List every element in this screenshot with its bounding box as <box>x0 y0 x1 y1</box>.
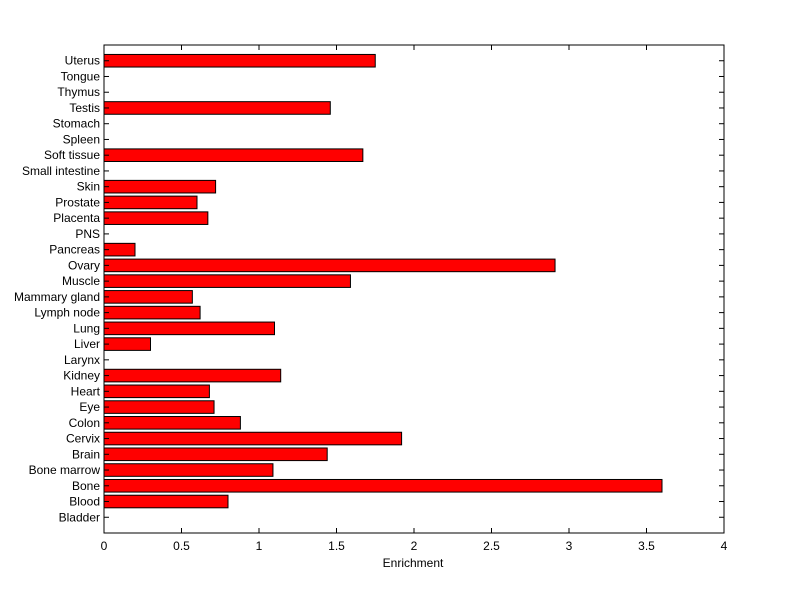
y-tick-label: Larynx <box>64 353 100 367</box>
x-tick-label: 3.5 <box>638 539 655 553</box>
y-tick-label: Lung <box>73 321 100 335</box>
bar-kidney <box>103 368 282 383</box>
bar-bone <box>103 478 663 493</box>
y-tick-label: Bone marrow <box>29 463 101 477</box>
x-tick-label: 0.5 <box>173 539 190 553</box>
y-tick-label: Testis <box>69 101 100 115</box>
x-tick-label: 1 <box>256 539 263 553</box>
x-tick-label: 1.5 <box>328 539 345 553</box>
x-tick-label: 2 <box>411 539 418 553</box>
y-tick-label: Heart <box>71 384 101 398</box>
x-tick-label: 0 <box>101 539 108 553</box>
y-tick-label: Ovary <box>68 258 100 272</box>
y-tick-label: Prostate <box>55 195 100 209</box>
bar-prostate <box>103 195 198 210</box>
bar-lung <box>103 321 275 336</box>
bar-soft-tissue <box>103 148 364 162</box>
x-axis-label: Enrichment <box>383 556 444 570</box>
bar-mammary-gland <box>103 290 193 304</box>
y-tick-label: Kidney <box>63 369 100 383</box>
y-tick-label: Tongue <box>61 69 101 83</box>
y-tick-label: Brain <box>72 447 100 461</box>
y-tick-label: Mammary gland <box>14 290 100 304</box>
y-tick-label: Uterus <box>65 54 100 68</box>
bar-skin <box>103 179 217 194</box>
y-tick-label: PNS <box>75 227 100 241</box>
y-tick-label: Placenta <box>53 211 100 225</box>
bar-lymph-node <box>103 305 201 320</box>
bar-ovary <box>103 258 556 273</box>
bar-testis <box>103 101 331 115</box>
bar-uterus <box>103 53 376 68</box>
y-tick-label: Soft tissue <box>44 148 100 162</box>
y-tick-label: Colon <box>69 416 100 430</box>
y-tick-label: Stomach <box>53 117 100 131</box>
y-tick-label: Thymus <box>57 85 100 99</box>
y-tick-label: Bone <box>72 479 100 493</box>
bar-placenta <box>103 211 209 225</box>
plot-frame <box>103 44 725 534</box>
x-tick-label: 3 <box>566 539 573 553</box>
x-ticks-group: 0 0.5 1 1.5 2 2.5 3 3.5 4 <box>101 45 728 553</box>
bar-colon <box>103 416 241 430</box>
y-tick-label: Pancreas <box>49 243 100 257</box>
y-tick-label: Lymph node <box>34 306 100 320</box>
x-tick-label: 2.5 <box>483 539 500 553</box>
y-tick-label: Muscle <box>62 274 100 288</box>
y-tick-label: Small intestine <box>22 164 100 178</box>
bar-cervix <box>103 431 403 446</box>
bar-blood <box>103 494 229 509</box>
y-tick-label: Eye <box>79 400 100 414</box>
x-tick-label: 4 <box>721 539 728 553</box>
bar-liver <box>103 337 151 351</box>
bar-bone-marrow <box>103 463 274 477</box>
bar-eye <box>103 400 215 414</box>
bar-brain <box>103 447 328 462</box>
y-tick-label: Liver <box>74 337 100 351</box>
y-tick-label: Skin <box>77 180 100 194</box>
y-tick-label: Cervix <box>66 432 100 446</box>
bar-muscle <box>103 274 351 288</box>
y-tick-label: Spleen <box>63 132 100 146</box>
bar-heart <box>103 384 210 399</box>
y-tick-label: Bladder <box>59 510 100 524</box>
y-tick-label: Blood <box>69 495 100 509</box>
